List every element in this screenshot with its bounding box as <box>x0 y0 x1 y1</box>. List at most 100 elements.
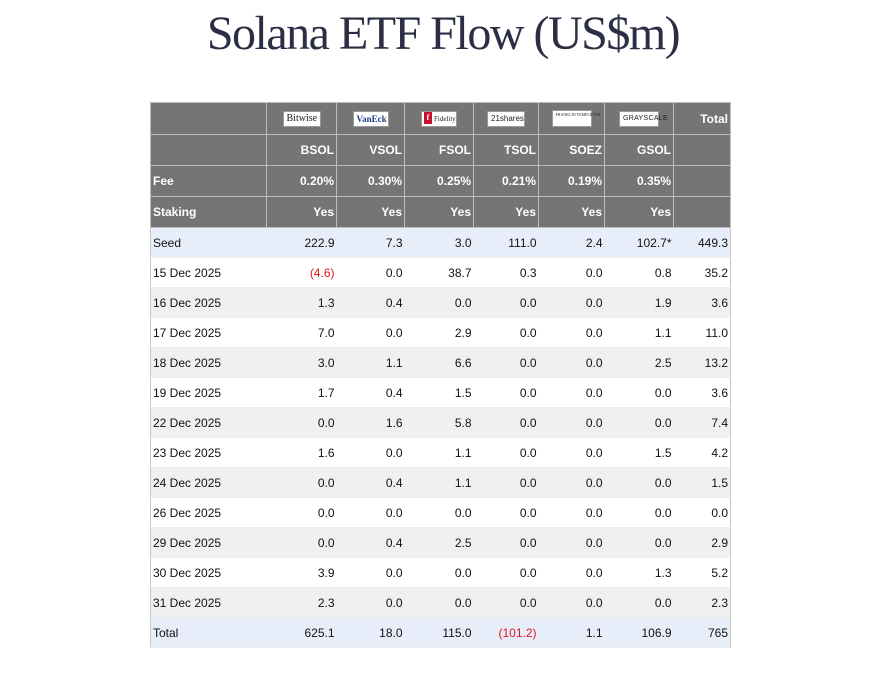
fee-row: Fee 0.20% 0.30% 0.25% 0.21% 0.19% 0.35% <box>150 165 731 197</box>
value-cell: 38.7 <box>404 257 474 288</box>
value-cell: 1.6 <box>336 407 405 438</box>
value-cell: 106.9 <box>604 617 674 648</box>
staking-cell: Yes <box>266 196 337 228</box>
table-row: Seed 222.9 7.3 3.0 111.0 2.4 102.7* 449.3 <box>150 227 731 258</box>
value-cell: 222.9 <box>266 227 337 258</box>
value-cell: 3.9 <box>266 557 337 588</box>
staking-cell: Yes <box>604 196 674 228</box>
value-cell: 0.0 <box>604 377 674 408</box>
value-cell: 0.0 <box>538 317 605 348</box>
row-total-cell: 7.4 <box>673 407 731 438</box>
corner-cell <box>150 102 267 135</box>
row-total-cell: 2.3 <box>673 587 731 618</box>
value-cell: 0.0 <box>266 467 337 498</box>
value-cell: 0.0 <box>538 377 605 408</box>
row-label: 23 Dec 2025 <box>150 437 267 468</box>
row-total-cell: 5.2 <box>673 557 731 588</box>
value-cell: 0.0 <box>538 287 605 318</box>
table-row: 26 Dec 2025 0.0 0.0 0.0 0.0 0.0 0.0 0.0 <box>150 497 731 528</box>
fee-label: Fee <box>150 165 267 197</box>
staking-cell: Yes <box>473 196 539 228</box>
row-label: 31 Dec 2025 <box>150 587 267 618</box>
value-cell: 0.0 <box>266 497 337 528</box>
row-total-cell: 3.6 <box>673 287 731 318</box>
value-cell: 111.0 <box>473 227 539 258</box>
row-label: 24 Dec 2025 <box>150 467 267 498</box>
value-cell: 1.9 <box>604 287 674 318</box>
row-label: 29 Dec 2025 <box>150 527 267 558</box>
value-cell: 0.0 <box>404 497 474 528</box>
value-cell: 0.4 <box>336 527 405 558</box>
value-cell: 0.0 <box>404 287 474 318</box>
staking-cell: Yes <box>538 196 605 228</box>
value-cell: 0.0 <box>336 557 405 588</box>
franklin-templeton-logo: FRANKLIN TEMPLETON <box>551 110 600 127</box>
value-cell: 0.0 <box>473 497 539 528</box>
row-total-cell: 0.0 <box>673 497 731 528</box>
row-label: 30 Dec 2025 <box>150 557 267 588</box>
value-cell: 0.0 <box>473 377 539 408</box>
value-cell: 0.0 <box>604 527 674 558</box>
ticker-row: BSOL VSOL FSOL TSOL SOEZ GSOL <box>150 134 731 166</box>
value-cell: 1.1 <box>538 617 605 648</box>
value-cell: 0.0 <box>473 407 539 438</box>
row-total-cell: 1.5 <box>673 467 731 498</box>
value-cell: 2.5 <box>604 347 674 378</box>
value-cell: 0.0 <box>404 557 474 588</box>
row-total-cell: 35.2 <box>673 257 731 288</box>
value-cell: (4.6) <box>266 257 337 288</box>
value-cell: 0.0 <box>266 407 337 438</box>
staking-cell: Yes <box>336 196 405 228</box>
row-total-cell: 11.0 <box>673 317 731 348</box>
ticker-cell: VSOL <box>336 134 405 166</box>
ticker-total-cell <box>673 134 731 166</box>
vaneck-logo: VanEck <box>352 110 389 127</box>
value-cell: 7.3 <box>336 227 405 258</box>
value-cell: 0.0 <box>538 467 605 498</box>
value-cell: 0.0 <box>473 557 539 588</box>
table-row: 30 Dec 2025 3.9 0.0 0.0 0.0 0.0 1.3 5.2 <box>150 557 731 588</box>
value-cell: 1.7 <box>266 377 337 408</box>
value-cell: 0.0 <box>473 317 539 348</box>
fee-cell: 0.21% <box>473 165 539 197</box>
fee-cell: 0.19% <box>538 165 605 197</box>
value-cell: 1.1 <box>404 467 474 498</box>
ticker-cell: FSOL <box>404 134 474 166</box>
staking-cell: Yes <box>404 196 474 228</box>
fee-cell: 0.35% <box>604 165 674 197</box>
value-cell: 2.4 <box>538 227 605 258</box>
row-label: 26 Dec 2025 <box>150 497 267 528</box>
value-cell: 0.0 <box>604 467 674 498</box>
value-cell: 102.7* <box>604 227 674 258</box>
table-row: 29 Dec 2025 0.0 0.4 2.5 0.0 0.0 0.0 2.9 <box>150 527 731 558</box>
fidelity-logo: f Fidelity <box>421 110 457 127</box>
value-cell: 0.4 <box>336 287 405 318</box>
table-row: 15 Dec 2025 (4.6) 0.0 38.7 0.3 0.0 0.8 35.2 <box>150 257 731 288</box>
row-label: 16 Dec 2025 <box>150 287 267 318</box>
table-row: 24 Dec 2025 0.0 0.4 1.1 0.0 0.0 0.0 1.5 <box>150 467 731 498</box>
fidelity-mark-icon: f <box>424 111 432 124</box>
value-cell: 0.0 <box>336 257 405 288</box>
value-cell: 0.0 <box>538 527 605 558</box>
table-row: 23 Dec 2025 1.6 0.0 1.1 0.0 0.0 1.5 4.2 <box>150 437 731 468</box>
etf-flow-table: Bitwise VanEck f Fidelity 21shares FRANKL… <box>150 102 731 648</box>
value-cell: 0.0 <box>538 497 605 528</box>
value-cell: 0.0 <box>336 497 405 528</box>
total-row: Total 625.1 18.0 115.0 (101.2) 1.1 106.9 765 <box>150 617 731 648</box>
value-cell: 0.0 <box>473 437 539 468</box>
staking-row: Staking Yes Yes Yes Yes Yes Yes <box>150 196 731 228</box>
row-label: 19 Dec 2025 <box>150 377 267 408</box>
value-cell: 1.1 <box>336 347 405 378</box>
value-cell: 0.4 <box>336 467 405 498</box>
value-cell: 0.0 <box>473 347 539 378</box>
table-row: 19 Dec 2025 1.7 0.4 1.5 0.0 0.0 0.0 3.6 <box>150 377 731 408</box>
value-cell: 2.9 <box>404 317 474 348</box>
value-cell: 0.3 <box>473 257 539 288</box>
ticker-cell: GSOL <box>604 134 674 166</box>
value-cell: 2.3 <box>266 587 337 618</box>
value-cell: 1.1 <box>404 437 474 468</box>
value-cell: 0.0 <box>604 587 674 618</box>
value-cell: 1.3 <box>604 557 674 588</box>
value-cell: 1.6 <box>266 437 337 468</box>
value-cell: (101.2) <box>473 617 539 648</box>
